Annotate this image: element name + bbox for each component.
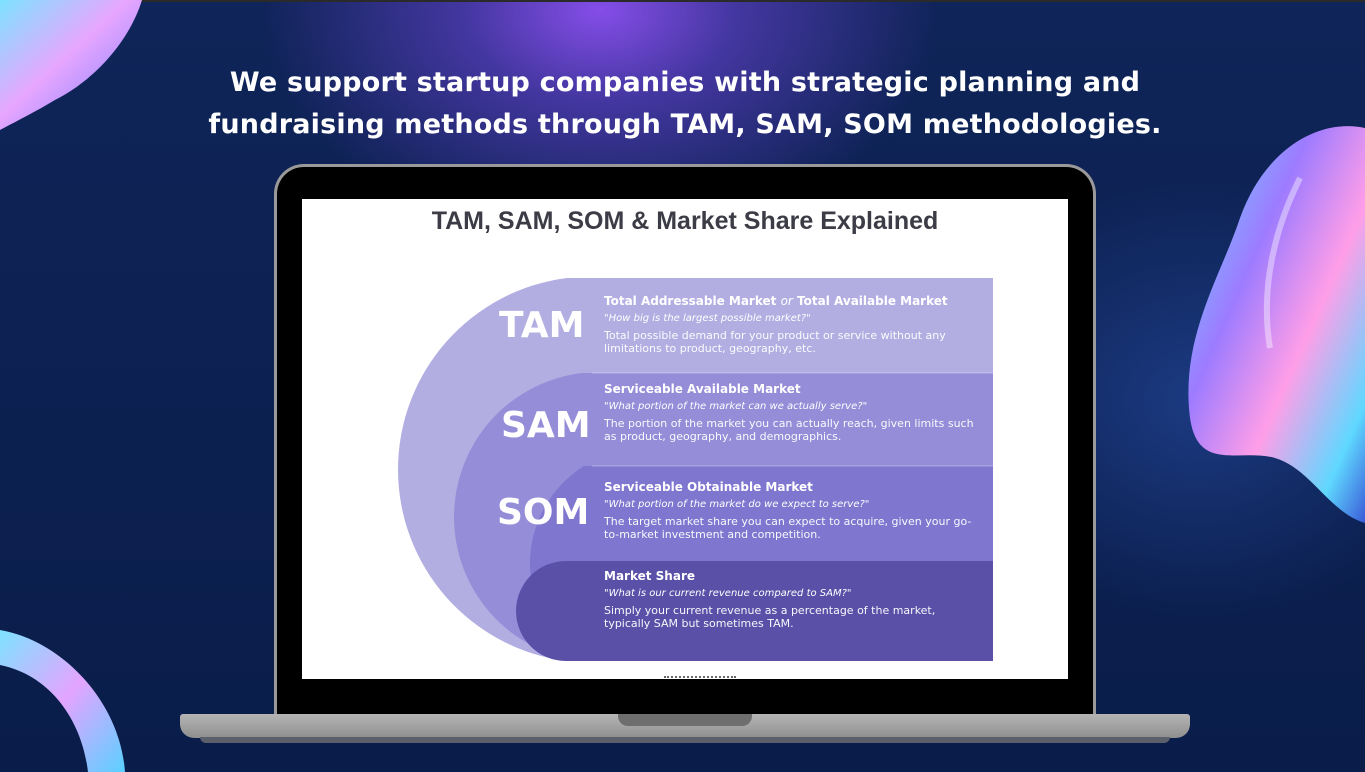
som-question: "What portion of the market do we expect… <box>604 499 870 510</box>
top-border <box>0 0 1365 2</box>
sam-text: Serviceable Available Market "What porti… <box>604 381 984 443</box>
tam-text: Total Addressable Market or Total Availa… <box>604 293 984 355</box>
screen-scroll-dots <box>664 673 736 678</box>
tam-label: TAM <box>499 305 585 346</box>
som-heading: Serviceable Obtainable Market <box>604 480 813 494</box>
laptop-base-shadow <box>200 737 1170 743</box>
som-text: Serviceable Obtainable Market "What port… <box>604 479 984 541</box>
sam-description: The portion of the market you can actual… <box>604 417 974 443</box>
tier-shape-market-share <box>516 561 993 661</box>
som-description: The target market share you can expect t… <box>604 515 972 541</box>
tam-heading: Total Addressable Market or Total Availa… <box>604 294 948 308</box>
sam-heading: Serviceable Available Market <box>604 382 801 396</box>
laptop-screen: TAM, SAM, SOM & Market Share Explained T… <box>302 199 1068 679</box>
holographic-ring-bottom-left-icon <box>0 630 125 772</box>
market-diagram <box>398 278 993 661</box>
tam-description: Total possible demand for your product o… <box>604 329 946 355</box>
market-share-text: Market Share "What is our current revenu… <box>604 568 984 630</box>
market-share-heading: Market Share <box>604 569 696 583</box>
laptop-notch <box>618 714 752 726</box>
headline-line-2: fundraising methods through TAM, SAM, SO… <box>208 109 1162 140</box>
diagram-title: TAM, SAM, SOM & Market Share Explained <box>431 207 939 235</box>
market-share-question: "What is our current revenue compared to… <box>604 588 852 599</box>
som-label: SOM <box>497 492 590 533</box>
holographic-blob-right-icon <box>1188 126 1365 523</box>
headline: We support startup companies with strate… <box>140 62 1230 146</box>
sam-question: "What portion of the market can we actua… <box>604 401 868 412</box>
holographic-blob-top-left-icon <box>0 0 142 130</box>
tam-question: "How big is the largest possible market?… <box>604 313 811 324</box>
headline-line-1: We support startup companies with strate… <box>229 67 1141 98</box>
sam-label: SAM <box>501 405 591 446</box>
market-share-description: Simply your current revenue as a percent… <box>604 604 936 630</box>
